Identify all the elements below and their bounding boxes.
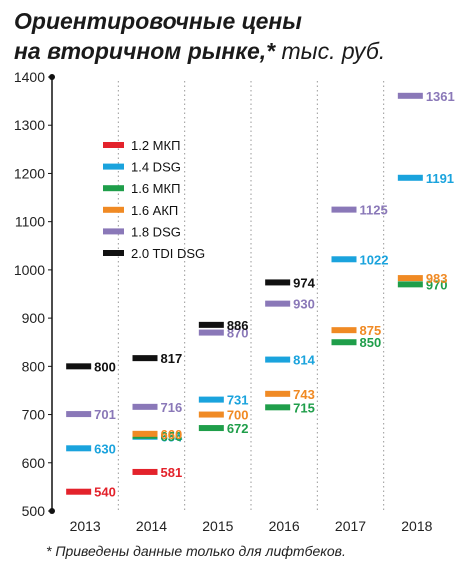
data-label: 581 <box>161 465 183 480</box>
y-tick-label: 1400 <box>14 69 45 85</box>
legend-swatch <box>103 185 124 192</box>
y-tick-label: 900 <box>22 310 46 326</box>
data-bar <box>198 329 224 336</box>
data-bar <box>66 363 92 370</box>
y-tick-label: 500 <box>22 503 46 519</box>
data-label: 1191 <box>426 171 454 186</box>
data-bar <box>265 279 291 286</box>
data-bar <box>265 356 291 363</box>
data-label: 700 <box>227 408 249 423</box>
data-bar <box>66 488 92 495</box>
legend-label: 2.0 TDI DSG <box>131 246 205 261</box>
data-bar <box>66 445 92 452</box>
x-tick-label: 2017 <box>335 518 366 534</box>
y-tick-label: 1200 <box>14 165 45 181</box>
legend-label: 1.2 МКП <box>131 138 180 153</box>
data-label: 1361 <box>426 89 455 104</box>
data-bar <box>397 281 423 288</box>
data-bar <box>397 275 423 282</box>
data-bar <box>331 339 357 346</box>
data-bar <box>331 327 357 334</box>
data-bar <box>198 396 224 403</box>
legend-swatch <box>103 206 124 213</box>
legend-swatch <box>103 250 124 256</box>
data-label: 672 <box>227 421 249 436</box>
data-bar <box>198 411 224 418</box>
data-bar <box>265 300 291 307</box>
data-label: 886 <box>227 318 249 333</box>
legend-swatch <box>103 228 124 235</box>
y-tick-label: 1100 <box>15 214 45 230</box>
data-label: 1022 <box>360 252 389 267</box>
data-bar <box>132 355 158 362</box>
data-label: 660 <box>161 427 183 442</box>
title-line-2: на вторичном рынке,* <box>14 38 276 64</box>
y-tick-label: 600 <box>22 455 46 471</box>
x-tick-label: 2018 <box>401 518 432 534</box>
data-bar <box>132 430 158 437</box>
data-label: 930 <box>293 297 315 312</box>
data-bar <box>397 174 423 181</box>
data-label: 1125 <box>360 203 388 218</box>
data-label: 817 <box>161 351 183 366</box>
x-tick-label: 2014 <box>136 518 167 534</box>
y-tick-label: 1000 <box>14 262 45 278</box>
data-label: 630 <box>94 441 116 456</box>
data-label: 850 <box>360 335 382 350</box>
legend-label: 1.6 АКП <box>131 203 178 218</box>
data-bar <box>132 468 158 475</box>
data-bar <box>265 404 291 411</box>
title-line-1: Ориентировочные цены <box>14 8 302 34</box>
legend-swatch <box>103 163 124 170</box>
data-label: 875 <box>360 323 382 338</box>
data-label: 654 <box>161 430 183 445</box>
data-label: 870 <box>227 326 249 341</box>
data-bar <box>132 403 158 410</box>
data-label: 540 <box>94 485 116 500</box>
data-label: 970 <box>426 277 448 292</box>
chart-title: Ориентировочные цены на вторичном рынке,… <box>14 6 469 66</box>
data-label: 656 <box>161 429 183 444</box>
y-tick-label: 800 <box>22 358 46 374</box>
data-label: 716 <box>161 400 183 415</box>
y-tick-label: 700 <box>22 407 46 423</box>
data-label: 731 <box>227 393 249 408</box>
x-tick-label: 2016 <box>269 518 300 534</box>
data-label: 983 <box>426 271 448 286</box>
data-label: 800 <box>94 359 116 374</box>
x-tick-label: 2015 <box>202 518 233 534</box>
data-bar <box>66 411 92 418</box>
price-chart: 500 600 700 800 900 1000 1100 1200 1300 1400 2013 2… <box>14 69 455 534</box>
title-unit: тыс. руб. <box>281 38 386 64</box>
data-bar <box>198 321 224 328</box>
data-bar <box>331 206 357 213</box>
legend-label: 1.6 МКП <box>131 181 180 196</box>
y-tick-label: 1300 <box>14 117 45 133</box>
data-label: 701 <box>94 407 116 422</box>
footnote: * Приведены данные только для лифтбеков. <box>46 543 346 559</box>
legend-label: 1.4 DSG <box>131 160 181 175</box>
x-tick-label: 2013 <box>70 518 101 534</box>
data-label: 974 <box>293 275 315 290</box>
data-label: 814 <box>293 353 315 368</box>
data-bar <box>265 390 291 397</box>
data-bar <box>198 425 224 432</box>
legend-swatch <box>103 142 124 148</box>
data-label: 715 <box>293 400 315 415</box>
legend-label: 1.8 DSG <box>131 224 181 239</box>
data-bar <box>331 256 357 263</box>
data-bar <box>397 92 423 99</box>
data-label: 743 <box>293 387 315 402</box>
